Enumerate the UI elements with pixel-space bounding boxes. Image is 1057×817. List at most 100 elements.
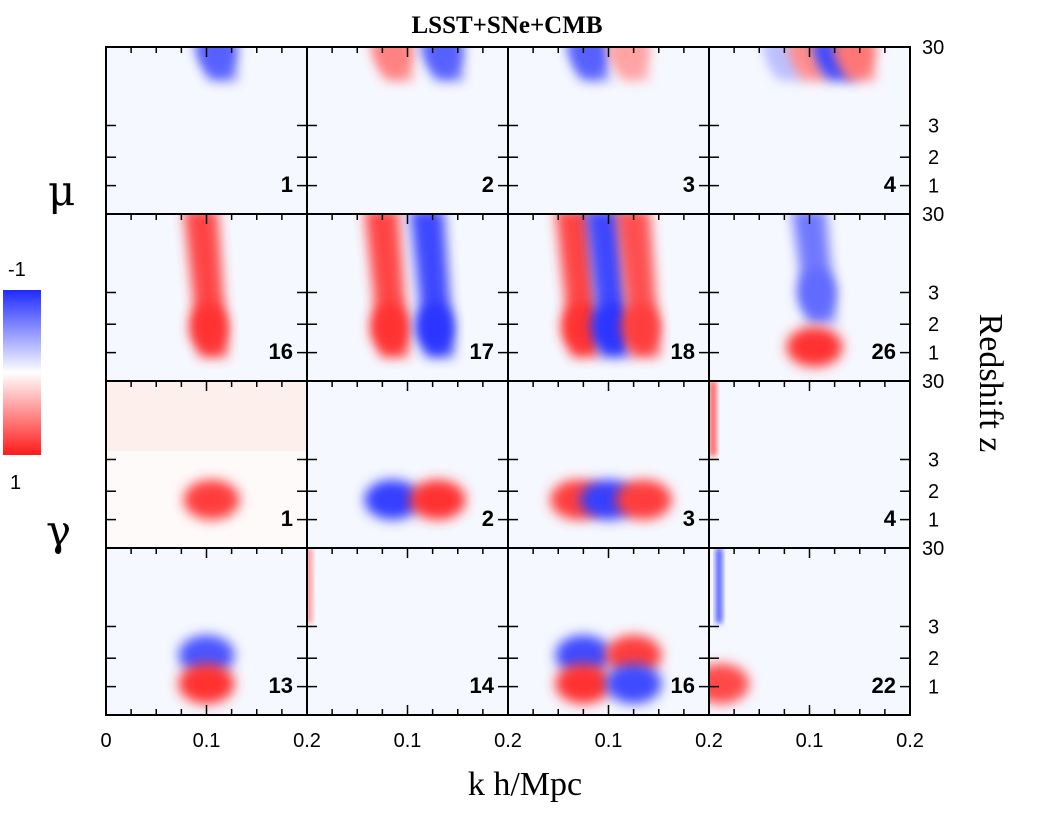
panel-mode-label: 3 <box>683 172 695 197</box>
heatmap-blob-0 <box>183 479 240 520</box>
heatmap-blob-0 <box>364 479 421 520</box>
x-tick-label: 0.2 <box>896 730 924 752</box>
x-tick-label: 0.2 <box>293 730 321 752</box>
y-axis-label: Redshift z <box>972 314 1009 453</box>
heatmap-blob-1 <box>786 326 843 367</box>
panel-mode-label: 4 <box>884 506 897 531</box>
heatmap-core-1 <box>611 47 650 75</box>
x-tick-label: 0.1 <box>394 730 422 752</box>
panel-grid: 1 2 3 4 16 17 18 26 1 2 3 4 13 14 16 22 <box>106 47 910 715</box>
heatmap-blob-1 <box>709 663 750 704</box>
panel-gamma-mode-4: 4 <box>709 381 910 548</box>
x-tick-label: 0.2 <box>494 730 522 752</box>
y-tick-label: 1 <box>928 343 939 365</box>
heatmap-blob-1 <box>605 635 662 676</box>
panel-mu-mode-2: 2 <box>307 47 508 214</box>
y-tick-label: 3 <box>928 115 939 137</box>
heatmap-core-0 <box>571 47 610 75</box>
panel-mode-label: 1 <box>281 172 293 197</box>
panel-mu-mode-3: 3 <box>508 47 709 214</box>
heatmap-blob-2 <box>615 479 672 520</box>
y-tick-label: 1 <box>928 176 939 198</box>
colorbar: -1 1 <box>3 259 41 494</box>
panel-gamma-mode-16: 16 <box>508 548 709 715</box>
heatmap-blob-0 <box>555 635 612 676</box>
heatmap-blob-1 <box>178 663 235 704</box>
panel-background <box>307 548 508 715</box>
panel-mu-mode-26: 26 <box>709 214 910 381</box>
panel-mu-mode-4: 4 <box>709 47 910 214</box>
y-tick-label: 1 <box>928 510 939 532</box>
panel-mode-label: 2 <box>482 172 494 197</box>
panel-background <box>106 47 307 214</box>
panel-background <box>307 381 508 548</box>
y-tick-label: 3 <box>928 449 939 471</box>
panel-mu-mode-17: 17 <box>307 214 508 381</box>
heatmap-blob-0 <box>710 381 717 457</box>
x-tick-label: 0.1 <box>595 730 623 752</box>
x-tick-label: 0.1 <box>193 730 221 752</box>
x-tick-label: 0 <box>100 730 111 752</box>
panel-mode-label: 22 <box>872 673 896 698</box>
heatmap-core-0 <box>199 47 238 75</box>
y-tick-label: 2 <box>928 314 939 336</box>
panel-mode-label: 17 <box>470 339 494 364</box>
row-label-mu: μ <box>48 166 75 215</box>
x-tick-label: 0.2 <box>695 730 723 752</box>
panel-mode-label: 13 <box>269 673 293 698</box>
axis-ticks <box>105 46 911 715</box>
panel-gamma-mode-2: 2 <box>307 381 508 548</box>
panel-mu-mode-1: 1 <box>106 47 307 214</box>
panel-mu-mode-16: 16 <box>106 214 307 381</box>
panel-mode-label: 16 <box>269 339 293 364</box>
panel-gamma-mode-22: 22 <box>709 548 910 715</box>
heatmap-core-0 <box>189 303 228 352</box>
x-tick-label: 0.1 <box>796 730 824 752</box>
y-tick-label: 30 <box>922 538 944 560</box>
row-label-gamma: γ <box>46 506 71 555</box>
colorbar-max-label: 1 <box>10 472 21 494</box>
panel-background <box>508 47 709 214</box>
panel-gamma-mode-14: 14 <box>307 548 508 715</box>
y-tick-label: 1 <box>928 677 939 699</box>
y-tick-label: 30 <box>922 37 944 59</box>
heatmap-core-3 <box>837 47 876 75</box>
panel-gamma-mode-3: 3 <box>508 381 709 548</box>
heatmap-core-2 <box>621 303 660 352</box>
heatmap-blob-1 <box>409 479 466 520</box>
heatmap-core-1 <box>591 303 630 352</box>
y-tick-labels: 30 3 2 1 30 3 2 1 30 3 2 1 30 3 2 1 <box>922 37 944 699</box>
heatmap-blob-2 <box>555 663 612 704</box>
heatmap-core-0 <box>375 47 414 75</box>
y-tick-label: 3 <box>928 616 939 638</box>
y-tick-label: 30 <box>922 204 944 226</box>
heatmap-blob-0 <box>307 548 313 624</box>
panel-gamma-mode-13: 13 <box>106 548 307 715</box>
heatmap-blob-3 <box>605 663 662 704</box>
panel-background <box>508 381 709 548</box>
heatmap-core-1 <box>415 303 454 352</box>
panel-mode-label: 16 <box>671 673 695 698</box>
panel-mode-label: 26 <box>872 339 896 364</box>
panel-gamma-mode-1: 1 <box>106 381 307 548</box>
heatmap-core-0 <box>797 268 836 317</box>
y-tick-label: 2 <box>928 648 939 670</box>
panel-mode-label: 18 <box>671 339 695 364</box>
panel-mode-label: 2 <box>482 506 494 531</box>
panel-mode-label: 1 <box>281 506 293 531</box>
colorbar-gradient <box>3 290 41 455</box>
y-tick-label: 2 <box>928 481 939 503</box>
panel-background <box>709 381 910 548</box>
heatmap-core-0 <box>370 303 409 352</box>
y-tick-label: 30 <box>922 371 944 393</box>
heatmap-core-1 <box>425 47 464 75</box>
panel-mu-mode-18: 18 <box>508 214 709 381</box>
panel-mode-label: 14 <box>470 673 495 698</box>
heatmap-blob-0 <box>716 548 723 624</box>
panel-mode-label: 4 <box>884 172 897 197</box>
y-tick-label: 2 <box>928 147 939 169</box>
chart-title: LSST+SNe+CMB <box>411 12 602 39</box>
colorbar-min-label: -1 <box>8 259 26 281</box>
panel-mode-label: 3 <box>683 506 695 531</box>
